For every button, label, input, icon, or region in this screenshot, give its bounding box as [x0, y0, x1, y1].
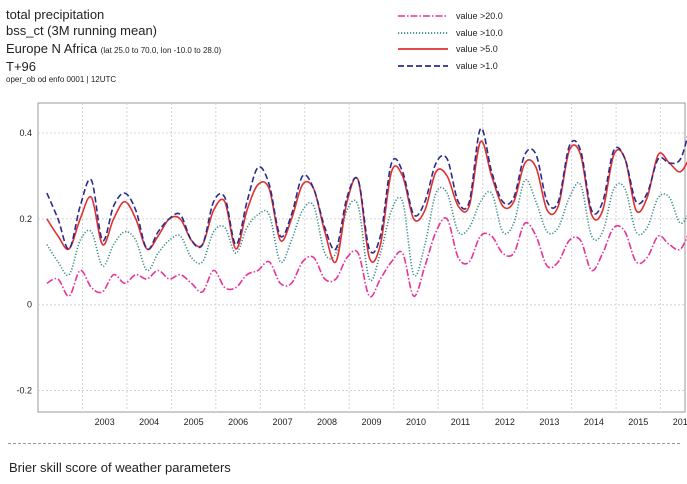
legend-label-gt10: value >10.0	[456, 27, 503, 38]
legend-label-gt5: value >5.0	[456, 44, 498, 55]
x-tick-label: 2009	[361, 417, 381, 427]
lead-time: T+96	[6, 59, 36, 74]
region-name: Europe N Africa	[6, 41, 98, 56]
x-tick-label: 2010	[406, 417, 426, 427]
x-tick-label: 2004	[139, 417, 159, 427]
y-tick-label: 0	[27, 300, 32, 310]
legend-item-gt1: value >1.0	[398, 58, 503, 75]
x-tick-label: 2015	[628, 417, 648, 427]
x-tick-label: 2003	[95, 417, 115, 427]
x-tick-label: 2006	[228, 417, 248, 427]
chart-legend: value >20.0 value >10.0 value >5.0 value…	[398, 8, 503, 74]
metric-line: bss_ct (3M running mean)	[6, 23, 158, 38]
figure-caption: Brier skill score of weather parameters	[9, 460, 231, 475]
y-tick-label: 0.4	[19, 128, 32, 138]
legend-label-gt1: value >1.0	[456, 60, 498, 71]
line-chart: 2003 2004 2005 2006 2007 2008 2009 2010 2011 2012…	[16, 102, 687, 427]
experiment-id: oper_ob od enfo 0001 | 12UTC	[6, 75, 117, 84]
legend-item-gt20: value >20.0	[398, 8, 503, 25]
caption-divider	[8, 443, 680, 444]
legend-swatch-gt10	[398, 31, 448, 34]
y-tick-label: 0.2	[19, 214, 32, 224]
x-tick-label: 2005	[184, 417, 204, 427]
x-tick-label: 2016	[673, 417, 687, 427]
chart-title: total precipitation	[6, 7, 105, 22]
series-line-gt20-0	[46, 217, 687, 298]
legend-swatch-gt5	[398, 48, 448, 51]
x-tick-label: 2013	[539, 417, 559, 427]
series-line-gt5-0	[46, 140, 687, 264]
y-tick-label: -0.2	[16, 386, 32, 396]
x-tick-label: 2007	[273, 417, 293, 427]
legend-label-gt20: value >20.0	[456, 11, 503, 22]
series-line-gt1-0	[46, 127, 687, 254]
region-bounds: (lat 25.0 to 70.0, lon -10.0 to 28.0)	[100, 46, 222, 55]
legend-item-gt10: value >10.0	[398, 25, 503, 42]
plot-area	[37, 102, 686, 413]
x-tick-label: 2011	[451, 417, 470, 427]
legend-swatch-gt1	[398, 64, 448, 67]
x-tick-label: 2008	[317, 417, 337, 427]
legend-swatch-gt20	[398, 15, 448, 18]
region-line: Europe N Africa (lat 25.0 to 70.0, lon -…	[6, 41, 221, 56]
x-tick-label: 2014	[584, 417, 604, 427]
x-tick-label: 2012	[495, 417, 515, 427]
legend-item-gt5: value >5.0	[398, 41, 503, 58]
series-line-gt10-0	[46, 178, 687, 282]
